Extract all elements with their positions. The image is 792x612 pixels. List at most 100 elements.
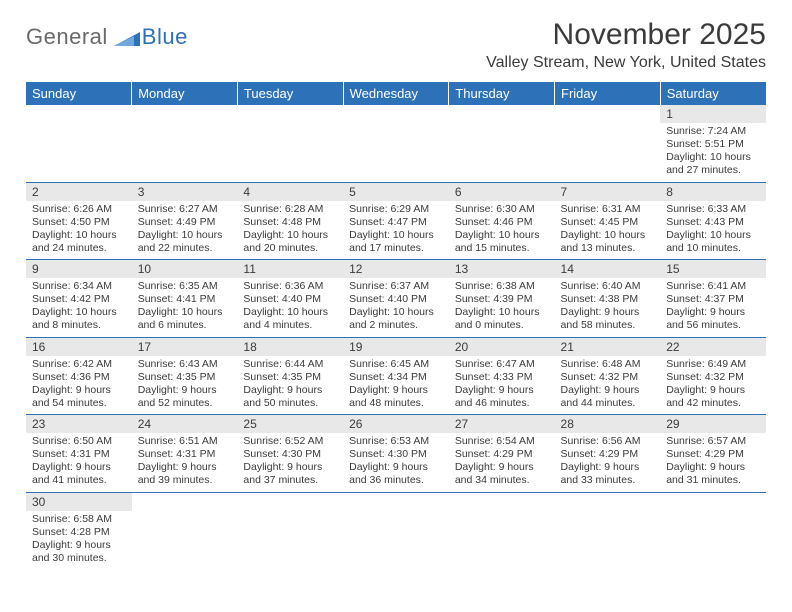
day-details: Sunrise: 6:47 AMSunset: 4:33 PMDaylight:… bbox=[449, 356, 555, 415]
sunset-text: Sunset: 4:42 PM bbox=[32, 293, 126, 306]
calendar-cell: 26Sunrise: 6:53 AMSunset: 4:30 PMDayligh… bbox=[343, 415, 449, 493]
sunset-text: Sunset: 4:32 PM bbox=[561, 371, 655, 384]
day-number: 5 bbox=[343, 183, 449, 201]
day-number: 17 bbox=[132, 338, 238, 356]
sunrise-text: Sunrise: 6:56 AM bbox=[561, 435, 655, 448]
weekday-header: Friday bbox=[555, 82, 661, 105]
sunset-text: Sunset: 4:40 PM bbox=[349, 293, 443, 306]
calendar-row: 1Sunrise: 7:24 AMSunset: 5:51 PMDaylight… bbox=[26, 105, 766, 182]
sunset-text: Sunset: 4:29 PM bbox=[666, 448, 760, 461]
sunrise-text: Sunrise: 6:57 AM bbox=[666, 435, 760, 448]
sunrise-text: Sunrise: 6:51 AM bbox=[138, 435, 232, 448]
calendar-cell bbox=[237, 492, 343, 569]
daylight-text: Daylight: 10 hours and 20 minutes. bbox=[243, 229, 337, 255]
daylight-text: Daylight: 9 hours and 33 minutes. bbox=[561, 461, 655, 487]
day-number: 16 bbox=[26, 338, 132, 356]
weekday-header: Monday bbox=[132, 82, 238, 105]
weekday-header: Thursday bbox=[449, 82, 555, 105]
daylight-text: Daylight: 9 hours and 41 minutes. bbox=[32, 461, 126, 487]
day-details: Sunrise: 6:57 AMSunset: 4:29 PMDaylight:… bbox=[660, 433, 766, 492]
day-details: Sunrise: 6:38 AMSunset: 4:39 PMDaylight:… bbox=[449, 278, 555, 337]
sunset-text: Sunset: 4:40 PM bbox=[243, 293, 337, 306]
calendar-row: 23Sunrise: 6:50 AMSunset: 4:31 PMDayligh… bbox=[26, 415, 766, 493]
sunrise-text: Sunrise: 6:47 AM bbox=[455, 358, 549, 371]
calendar-table: SundayMondayTuesdayWednesdayThursdayFrid… bbox=[26, 82, 766, 569]
calendar-row: 2Sunrise: 6:26 AMSunset: 4:50 PMDaylight… bbox=[26, 182, 766, 260]
sunset-text: Sunset: 4:45 PM bbox=[561, 216, 655, 229]
calendar-cell: 4Sunrise: 6:28 AMSunset: 4:48 PMDaylight… bbox=[237, 182, 343, 260]
day-number: 24 bbox=[132, 415, 238, 433]
daylight-text: Daylight: 10 hours and 17 minutes. bbox=[349, 229, 443, 255]
sunrise-text: Sunrise: 6:31 AM bbox=[561, 203, 655, 216]
calendar-row: 16 Sunrise: 6:42 AMSunset: 4:36 PM Dayligh… bbox=[26, 337, 766, 415]
daylight-text: Daylight: 9 hours and 42 minutes. bbox=[666, 384, 760, 410]
logo-triangle-icon bbox=[114, 28, 140, 46]
sunset-text: Sunset: 4:43 PM bbox=[666, 216, 760, 229]
day-details: Sunrise: 6:28 AMSunset: 4:48 PMDaylight:… bbox=[237, 201, 343, 260]
day-details: Sunrise: 6:48 AMSunset: 4:32 PMDaylight:… bbox=[555, 356, 661, 415]
calendar-cell: 12Sunrise: 6:37 AMSunset: 4:40 PMDayligh… bbox=[343, 260, 449, 338]
weekday-header: Wednesday bbox=[343, 82, 449, 105]
sunrise-text: Sunrise: 6:29 AM bbox=[349, 203, 443, 216]
day-number: 14 bbox=[555, 260, 661, 278]
day-details: Sunrise: 6:44 AMSunset: 4:35 PMDaylight:… bbox=[237, 356, 343, 415]
day-number: 8 bbox=[660, 183, 766, 201]
calendar-cell bbox=[449, 492, 555, 569]
weekday-header-row: SundayMondayTuesdayWednesdayThursdayFrid… bbox=[26, 82, 766, 105]
day-details: Sunrise: 6:33 AMSunset: 4:43 PMDaylight:… bbox=[660, 201, 766, 260]
sunrise-text: Sunrise: 6:37 AM bbox=[349, 280, 443, 293]
daylight-text: Daylight: 10 hours and 15 minutes. bbox=[455, 229, 549, 255]
calendar-cell: 2Sunrise: 6:26 AMSunset: 4:50 PMDaylight… bbox=[26, 182, 132, 260]
daylight-text: Daylight: 9 hours and 31 minutes. bbox=[666, 461, 760, 487]
daylight-text: Daylight: 10 hours and 27 minutes. bbox=[666, 151, 760, 177]
sunrise-text: Sunrise: 6:42 AM bbox=[32, 358, 126, 371]
sunset-text: Sunset: 4:35 PM bbox=[243, 371, 337, 384]
day-details: Sunrise: 6:34 AMSunset: 4:42 PMDaylight:… bbox=[26, 278, 132, 337]
day-number: 28 bbox=[555, 415, 661, 433]
sunset-text: Sunset: 4:46 PM bbox=[455, 216, 549, 229]
calendar-cell bbox=[555, 105, 661, 182]
day-number: 2 bbox=[26, 183, 132, 201]
daylight-text: Daylight: 9 hours and 56 minutes. bbox=[666, 306, 760, 332]
sunset-text: Sunset: 4:30 PM bbox=[243, 448, 337, 461]
daylight-text: Daylight: 9 hours and 37 minutes. bbox=[243, 461, 337, 487]
sunrise-text: Sunrise: 6:54 AM bbox=[455, 435, 549, 448]
day-details: Sunrise: 6:40 AMSunset: 4:38 PMDaylight:… bbox=[555, 278, 661, 337]
calendar-cell: 24Sunrise: 6:51 AMSunset: 4:31 PMDayligh… bbox=[132, 415, 238, 493]
calendar-cell: 1Sunrise: 7:24 AMSunset: 5:51 PMDaylight… bbox=[660, 105, 766, 182]
daylight-text: Daylight: 9 hours and 36 minutes. bbox=[349, 461, 443, 487]
daylight-text: Daylight: 10 hours and 0 minutes. bbox=[455, 306, 549, 332]
calendar-cell: 11Sunrise: 6:36 AMSunset: 4:40 PMDayligh… bbox=[237, 260, 343, 338]
sunrise-text: Sunrise: 6:50 AM bbox=[32, 435, 126, 448]
sunrise-text: Sunrise: 6:40 AM bbox=[561, 280, 655, 293]
calendar-cell bbox=[132, 492, 238, 569]
day-details: Sunrise: 6:56 AMSunset: 4:29 PMDaylight:… bbox=[555, 433, 661, 492]
sunrise-text: Sunrise: 6:48 AM bbox=[561, 358, 655, 371]
sunset-text: Sunset: 4:48 PM bbox=[243, 216, 337, 229]
day-number: 20 bbox=[449, 338, 555, 356]
sunrise-text: Sunrise: 6:52 AM bbox=[243, 435, 337, 448]
daylight-text: Daylight: 10 hours and 2 minutes. bbox=[349, 306, 443, 332]
day-details: Sunrise: 6:37 AMSunset: 4:40 PMDaylight:… bbox=[343, 278, 449, 337]
sunset-text: Sunset: 4:41 PM bbox=[138, 293, 232, 306]
sunset-text: Sunset: 4:31 PM bbox=[138, 448, 232, 461]
sunrise-text: Sunrise: 6:26 AM bbox=[32, 203, 126, 216]
day-number: 18 bbox=[237, 338, 343, 356]
sunset-text: Sunset: 4:33 PM bbox=[455, 371, 549, 384]
day-number: 12 bbox=[343, 260, 449, 278]
day-details: Sunrise: 6:50 AMSunset: 4:31 PMDaylight:… bbox=[26, 433, 132, 492]
day-details: Sunrise: 6:58 AMSunset: 4:28 PMDaylight:… bbox=[26, 511, 132, 570]
day-number: 9 bbox=[26, 260, 132, 278]
calendar-cell bbox=[660, 492, 766, 569]
calendar-cell: 15Sunrise: 6:41 AMSunset: 4:37 PMDayligh… bbox=[660, 260, 766, 338]
daylight-text: Daylight: 9 hours and 52 minutes. bbox=[138, 384, 232, 410]
day-number: 21 bbox=[555, 338, 661, 356]
daylight-text: Daylight: 9 hours and 50 minutes. bbox=[243, 384, 337, 410]
sunrise-text: Sunrise: 7:24 AM bbox=[666, 125, 760, 138]
calendar-cell: 25Sunrise: 6:52 AMSunset: 4:30 PMDayligh… bbox=[237, 415, 343, 493]
day-number: 19 bbox=[343, 338, 449, 356]
daylight-text: Daylight: 10 hours and 24 minutes. bbox=[32, 229, 126, 255]
calendar-cell: 6Sunrise: 6:30 AMSunset: 4:46 PMDaylight… bbox=[449, 182, 555, 260]
sunset-text: Sunset: 4:36 PM bbox=[32, 371, 126, 384]
sunrise-text: Sunrise: 6:36 AM bbox=[243, 280, 337, 293]
